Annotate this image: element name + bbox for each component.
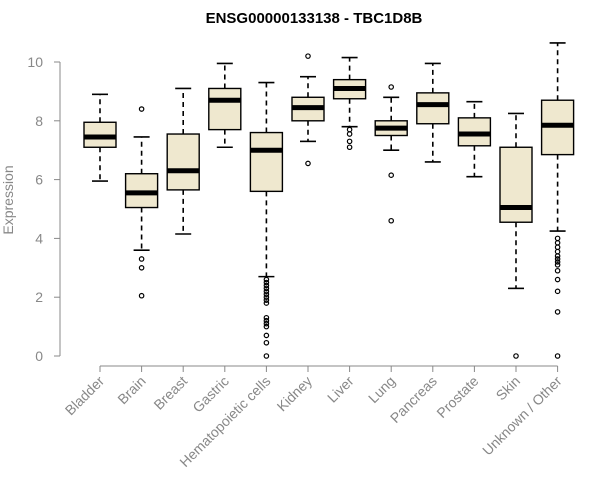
y-tick-label: 8 [35,113,43,129]
y-tick-label: 4 [35,230,43,246]
y-axis-label: Expression [0,165,16,234]
category-label: Skin [493,373,524,404]
box-series [83,42,575,359]
outlier-point [554,288,561,295]
outlier-point [346,138,353,145]
category-label: Liver [324,373,357,406]
outlier-point [263,339,270,346]
outlier-point [138,264,145,271]
box-iqr [499,146,533,223]
category-label: Unknown / Other [479,373,565,459]
box-skin [499,112,533,359]
category-label: Bladder [62,373,108,419]
y-tick-label: 2 [35,289,43,305]
box-iqr [416,92,450,125]
outlier-point [263,282,270,289]
outlier-point [554,240,561,246]
outlier-point [263,317,270,324]
outlier-point [554,262,561,268]
outlier-point [263,291,270,298]
y-tick-label: 6 [35,172,43,188]
box-brain [124,106,159,299]
category-label: Lung [365,373,398,406]
outlier-point [554,248,561,255]
category-label: Breast [150,373,190,413]
category-label: Prostate [433,373,481,421]
outlier-point [554,267,561,274]
outlier-point [346,144,353,151]
outlier-point [138,292,145,299]
outlier-point [263,314,270,321]
box-liver [332,56,367,151]
outlier-point [554,253,561,259]
outlier-point [388,84,395,90]
box-iqr [166,133,200,191]
outlier-point [346,131,353,137]
outlier-point [263,279,270,286]
chart-title: ENSG00000133138 - TBC1D8B [206,10,423,27]
outlier-point [263,294,270,301]
category-label: Brain [114,373,148,407]
outlier-point [138,106,145,112]
x-axis [99,365,559,372]
outlier-point [305,53,311,59]
category-label: Kidney [274,373,316,415]
box-iqr [249,131,284,193]
box-unknown-other [540,42,575,359]
outlier-point [513,353,519,359]
box-hematopoietic-cells [249,81,284,359]
y-tick-label: 10 [27,54,43,70]
outlier-point [263,276,270,283]
outlier-point [554,276,561,283]
outlier-point [554,259,561,265]
outlier-point [554,244,561,251]
outlier-point [263,288,270,295]
box-breast [166,87,200,235]
outlier-point [263,353,270,359]
box-bladder [83,93,117,182]
outlier-point [263,332,270,339]
outlier-point [388,172,395,178]
box-iqr [208,87,242,131]
outlier-point [554,309,561,315]
box-gastric [208,62,242,149]
y-axis: 0 2 4 6 8 10 [27,54,61,364]
outlier-point [554,256,561,262]
box-kidney [291,53,325,167]
outlier-point [263,300,270,306]
outlier-point [138,256,145,262]
box-lung [374,84,408,224]
outlier-point [263,323,270,330]
y-tick-label: 0 [35,348,43,364]
outlier-point [554,235,561,242]
outlier-point [346,126,353,133]
outlier-point [388,217,395,224]
outlier-point [263,285,270,292]
outlier-point [305,160,311,167]
outlier-point [263,297,270,303]
outlier-point [263,320,270,327]
box-pancreas [416,62,450,163]
box-prostate [457,100,492,178]
outlier-point [554,353,561,359]
